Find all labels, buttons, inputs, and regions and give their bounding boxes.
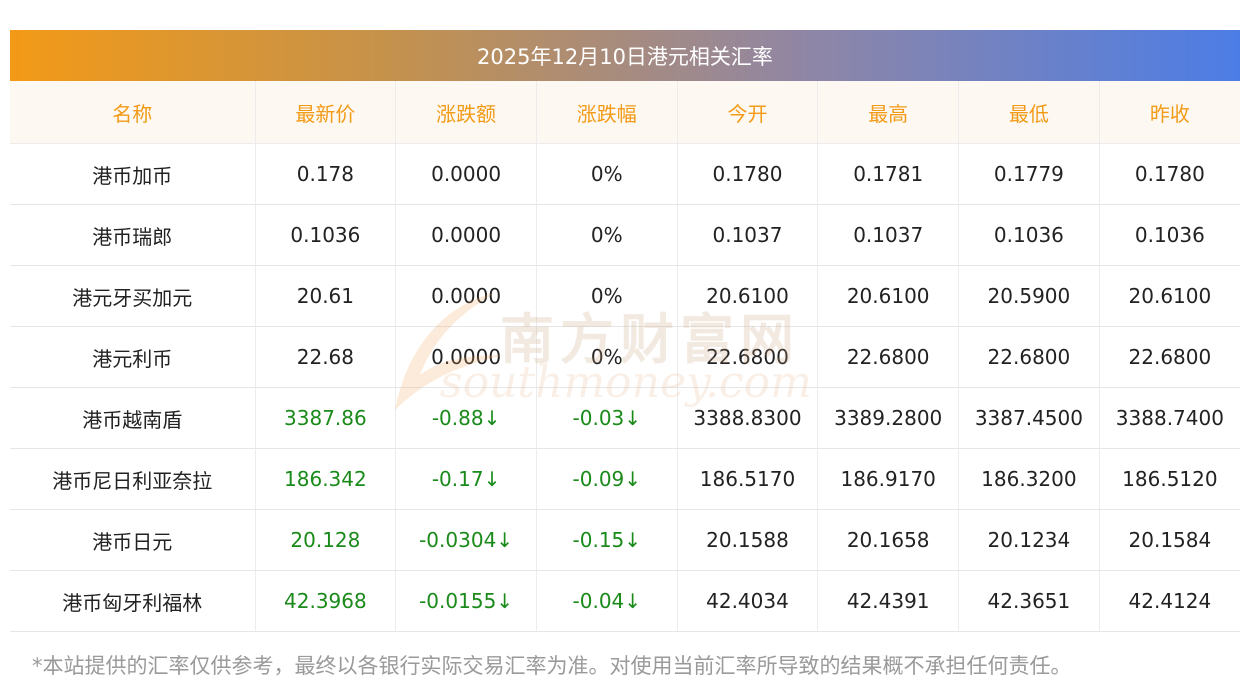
cell-latest: 20.128 [255,509,397,571]
cell-name: 港币越南盾 [10,387,256,449]
cell-open: 20.6100 [677,265,819,327]
cell-low: 186.3200 [958,448,1100,510]
cell-open: 0.1780 [677,143,819,205]
cell-low: 0.1036 [958,204,1100,266]
cell-change: 0.0000 [395,204,537,266]
cell-change: 0.0000 [395,265,537,327]
cell-change-pct: -0.04↓ [536,570,678,632]
table-header-row: 名称 最新价 涨跌额 涨跌幅 今开 最高 最低 昨收 [10,81,1240,144]
cell-latest: 20.61 [255,265,397,327]
table-row: 港元牙买加元 20.61 0.0000 0% 20.6100 20.6100 20.5900… [10,265,1240,327]
header-open: 今开 [677,81,819,144]
cell-latest: 0.1036 [255,204,397,266]
cell-name: 港元牙买加元 [10,265,256,327]
cell-change: -0.0155↓ [395,570,537,632]
cell-name: 港元利币 [10,326,256,388]
cell-high: 3389.2800 [817,387,960,449]
header-change: 涨跌额 [395,81,537,144]
cell-latest: 42.3968 [255,570,397,632]
header-low: 最低 [958,81,1100,144]
cell-open: 20.1588 [677,509,819,571]
cell-name: 港币尼日利亚奈拉 [10,448,256,510]
cell-name: 港币匈牙利福林 [10,570,256,632]
cell-open: 22.6800 [677,326,819,388]
cell-change-pct: -0.09↓ [536,448,678,510]
cell-latest: 0.178 [255,143,397,205]
table-row: 港币瑞郎 0.1036 0.0000 0% 0.1037 0.1037 0.1036 0.10… [10,204,1240,266]
cell-prev-close: 20.6100 [1099,265,1240,327]
cell-low: 20.1234 [958,509,1100,571]
cell-prev-close: 22.6800 [1099,326,1240,388]
cell-high: 42.4391 [817,570,960,632]
table-row: 港币越南盾 3387.86 -0.88↓ -0.03↓ 3388.8300 3389.28… [10,387,1240,449]
cell-high: 22.6800 [817,326,960,388]
cell-low: 42.3651 [958,570,1100,632]
cell-change: -0.17↓ [395,448,537,510]
cell-change: 0.0000 [395,326,537,388]
cell-change: -0.0304↓ [395,509,537,571]
cell-change: -0.88↓ [395,387,537,449]
cell-high: 20.6100 [817,265,960,327]
cell-change-pct: 0% [536,265,678,327]
cell-prev-close: 0.1036 [1099,204,1240,266]
cell-latest: 186.342 [255,448,397,510]
page-title: 2025年12月10日港元相关汇率 [10,30,1240,81]
header-high: 最高 [817,81,960,144]
cell-prev-close: 20.1584 [1099,509,1240,571]
table-row: 港元利币 22.68 0.0000 0% 22.6800 22.6800 22.6800 22… [10,326,1240,388]
cell-low: 3387.4500 [958,387,1100,449]
cell-open: 0.1037 [677,204,819,266]
cell-change-pct: 0% [536,326,678,388]
cell-high: 0.1037 [817,204,960,266]
table-row: 港币匈牙利福林 42.3968 -0.0155↓ -0.04↓ 42.4034 42.43… [10,570,1240,632]
cell-name: 港币瑞郎 [10,204,256,266]
cell-prev-close: 186.5120 [1099,448,1240,510]
header-prev-close: 昨收 [1099,81,1240,144]
cell-open: 42.4034 [677,570,819,632]
cell-high: 20.1658 [817,509,960,571]
cell-open: 3388.8300 [677,387,819,449]
header-name: 名称 [10,81,256,144]
cell-latest: 3387.86 [255,387,397,449]
disclaimer-footnote: *本站提供的汇率仅供参考，最终以各银行实际交易汇率为准。对使用当前汇率所导致的结… [32,654,1072,678]
cell-high: 186.9170 [817,448,960,510]
table-row: 港币日元 20.128 -0.0304↓ -0.15↓ 20.1588 20.1658 20… [10,509,1240,571]
cell-low: 0.1779 [958,143,1100,205]
cell-change-pct: -0.15↓ [536,509,678,571]
cell-high: 0.1781 [817,143,960,205]
cell-change: 0.0000 [395,143,537,205]
cell-latest: 22.68 [255,326,397,388]
exchange-rate-table: 名称 最新价 涨跌额 涨跌幅 今开 最高 最低 昨收 港币加币 0.178 0.00… [10,81,1240,632]
cell-open: 186.5170 [677,448,819,510]
cell-change-pct: 0% [536,143,678,205]
header-latest: 最新价 [255,81,397,144]
cell-prev-close: 0.1780 [1099,143,1240,205]
cell-name: 港币加币 [10,143,256,205]
cell-low: 22.6800 [958,326,1100,388]
cell-change-pct: 0% [536,204,678,266]
cell-prev-close: 42.4124 [1099,570,1240,632]
cell-prev-close: 3388.7400 [1099,387,1240,449]
cell-low: 20.5900 [958,265,1100,327]
table-row: 港币尼日利亚奈拉 186.342 -0.17↓ -0.09↓ 186.5170 186.9… [10,448,1240,510]
table-row: 港币加币 0.178 0.0000 0% 0.1780 0.1781 0.1779 0.178… [10,143,1240,205]
header-change-pct: 涨跌幅 [536,81,678,144]
cell-change-pct: -0.03↓ [536,387,678,449]
cell-name: 港币日元 [10,509,256,571]
